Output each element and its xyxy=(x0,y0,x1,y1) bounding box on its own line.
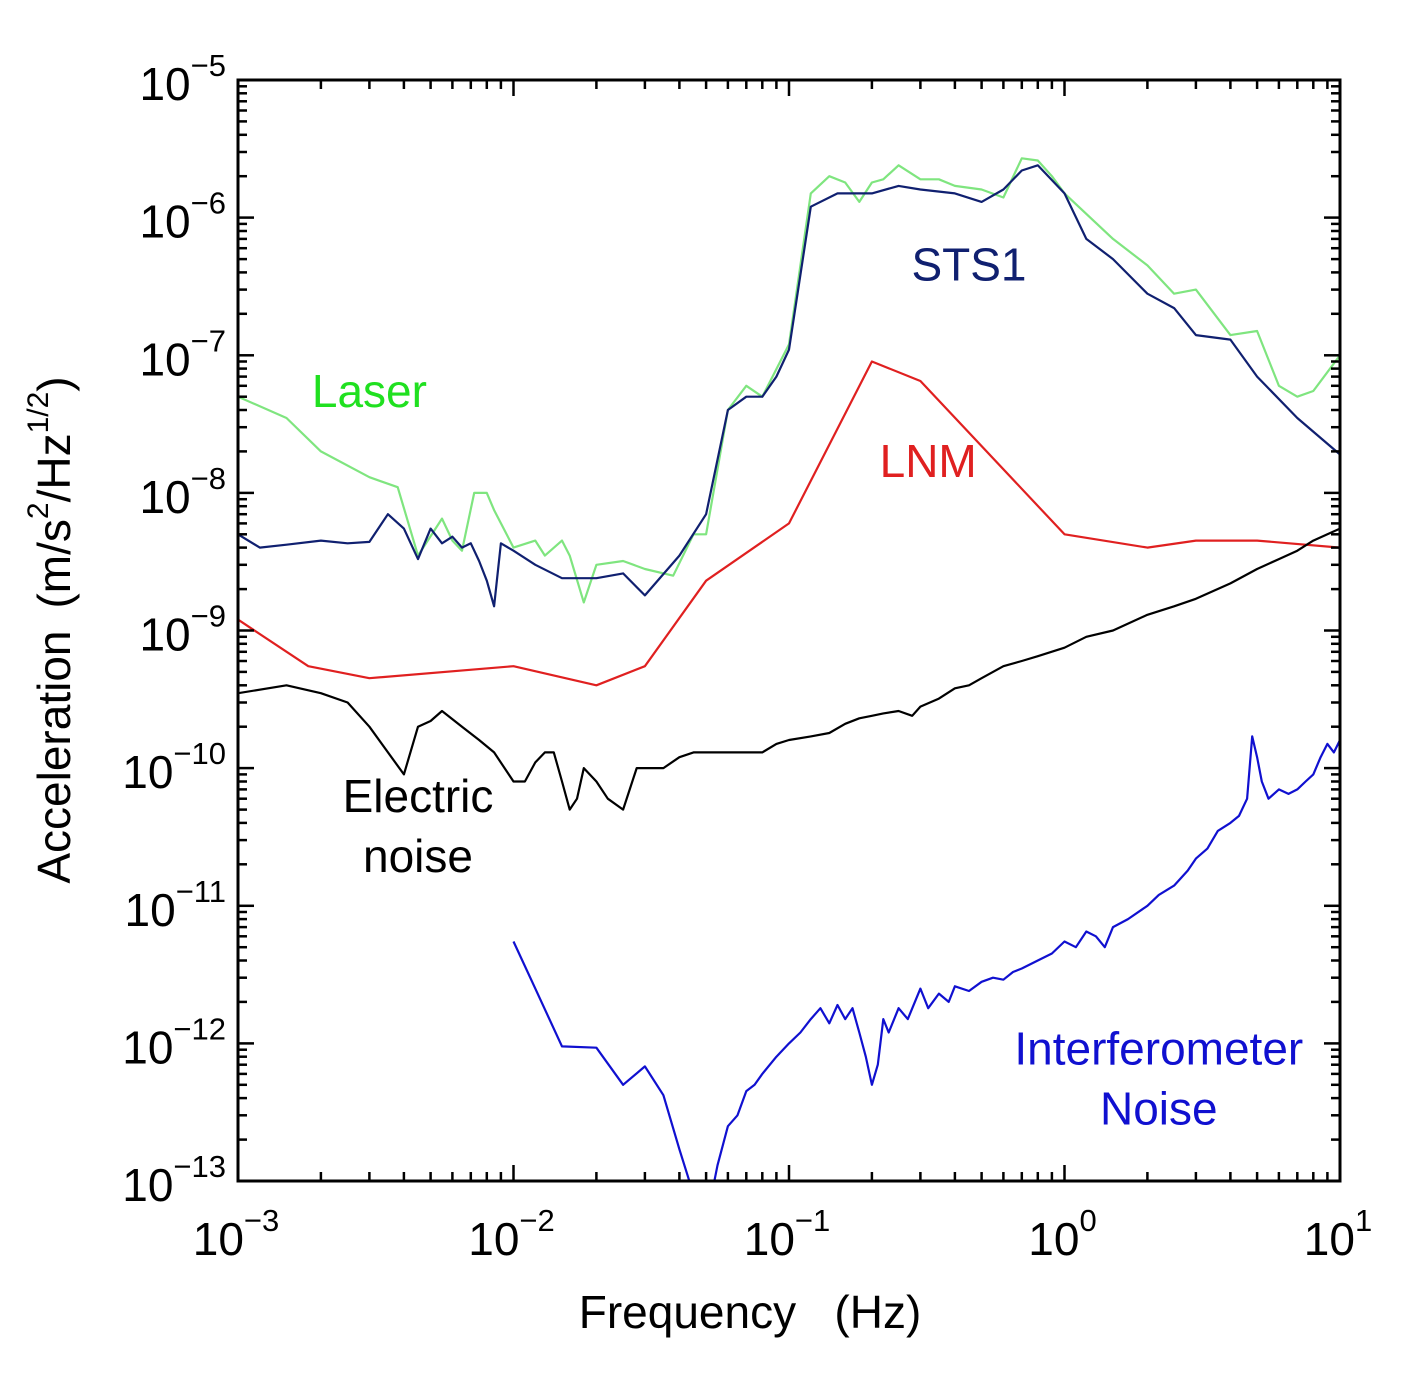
x-tick-label: 10−2 xyxy=(468,1203,555,1265)
annotation-laser: Laser xyxy=(312,365,427,417)
y-tick-label: 10−5 xyxy=(139,48,226,110)
x-tick-label: 10−1 xyxy=(744,1203,831,1265)
series-line-laser xyxy=(238,157,1340,604)
y-tick-label: 10−13 xyxy=(122,1149,226,1211)
y-axis-unit-sup2: 1/2 xyxy=(22,392,55,434)
y-tick-label: 10−8 xyxy=(139,461,226,523)
y-tick-label: 10−9 xyxy=(139,599,226,661)
y-axis-unit-prefix: (m/s xyxy=(28,519,80,608)
series-line-lnm xyxy=(238,360,1340,687)
y-tick-label: 10−12 xyxy=(122,1011,226,1073)
x-tick-label: 100 xyxy=(1028,1203,1096,1265)
y-axis-unit-mid: /Hz xyxy=(28,433,80,502)
x-tick-label: 10−3 xyxy=(193,1203,280,1265)
y-axis-unit-sup1: 2 xyxy=(22,502,55,519)
x-axis-title: Frequency (Hz) xyxy=(579,1286,922,1338)
y-tick-label: 10−10 xyxy=(122,736,226,798)
series-line-electric-noise xyxy=(238,527,1340,811)
plot-content xyxy=(238,157,1340,1181)
annotation-electric-noise: Electric xyxy=(343,770,494,822)
series-line-sts1 xyxy=(238,164,1340,608)
series-annotations: Laser STS1 LNM Electric noise Interferometer N… xyxy=(312,238,1303,1134)
tick-labels: 10−3 10−2 10−1 100 101 10−13 10−12 10−11 10−10 10… xyxy=(122,48,1372,1265)
y-tick-label: 10−6 xyxy=(139,186,226,248)
annotation-sts1: STS1 xyxy=(911,238,1026,290)
plot-frame xyxy=(236,78,1342,1183)
series-line-interferometer-noise xyxy=(512,735,1340,1181)
annotation-lnm: LNM xyxy=(880,435,977,487)
annotation-interferometer-noise: Noise xyxy=(1100,1083,1218,1135)
axis-ticks xyxy=(236,78,1342,1183)
annotation-electric-noise: noise xyxy=(363,830,473,882)
y-tick-label: 10−7 xyxy=(139,323,226,385)
x-tick-label: 101 xyxy=(1304,1203,1372,1265)
y-axis-title-main: Acceleration xyxy=(28,631,80,884)
y-axis-title: Acceleration (m/s2/Hz1/2) xyxy=(22,376,80,883)
y-tick-label: 10−11 xyxy=(125,874,226,936)
y-axis-unit-suffix: ) xyxy=(28,376,80,391)
annotation-interferometer-noise: Interferometer xyxy=(1014,1023,1303,1075)
